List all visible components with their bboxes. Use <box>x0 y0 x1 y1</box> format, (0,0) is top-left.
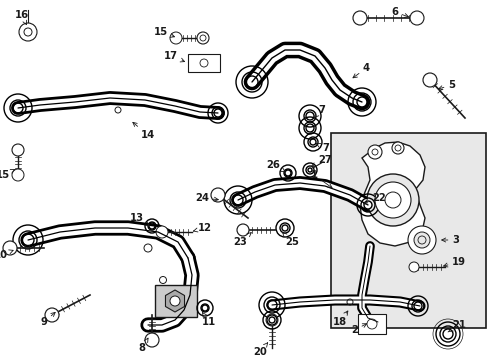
FancyBboxPatch shape <box>357 314 385 334</box>
Text: 7: 7 <box>316 143 328 153</box>
Text: 22: 22 <box>363 193 385 204</box>
Circle shape <box>352 11 366 25</box>
Polygon shape <box>359 142 424 246</box>
Circle shape <box>374 182 410 218</box>
Circle shape <box>19 23 37 41</box>
Circle shape <box>3 241 17 255</box>
Text: 23: 23 <box>233 233 251 247</box>
Circle shape <box>391 142 403 154</box>
Text: 7: 7 <box>314 105 324 118</box>
FancyBboxPatch shape <box>330 133 485 328</box>
FancyBboxPatch shape <box>155 285 197 317</box>
FancyBboxPatch shape <box>187 54 220 72</box>
Circle shape <box>265 314 278 326</box>
Circle shape <box>413 232 429 248</box>
Text: 12: 12 <box>193 223 212 233</box>
Circle shape <box>407 226 435 254</box>
Text: 6: 6 <box>390 7 407 17</box>
Text: 18: 18 <box>332 311 347 327</box>
Circle shape <box>45 308 59 322</box>
Circle shape <box>170 32 182 44</box>
Circle shape <box>12 169 24 181</box>
Text: 3: 3 <box>441 235 458 245</box>
Text: 13: 13 <box>130 213 149 225</box>
Circle shape <box>237 224 248 236</box>
Circle shape <box>12 144 24 156</box>
Text: 25: 25 <box>282 233 298 247</box>
Text: 15: 15 <box>154 27 174 37</box>
Text: 2: 2 <box>350 324 366 335</box>
Text: 26: 26 <box>265 160 285 172</box>
Circle shape <box>367 145 381 159</box>
Circle shape <box>197 32 208 44</box>
Text: 14: 14 <box>133 122 155 140</box>
Circle shape <box>210 188 224 202</box>
Text: 4: 4 <box>352 63 369 78</box>
Text: 9: 9 <box>41 312 55 327</box>
Text: 5: 5 <box>438 80 454 90</box>
Text: 21: 21 <box>447 320 465 332</box>
Text: 11: 11 <box>202 313 216 327</box>
Circle shape <box>422 73 436 87</box>
Text: 27: 27 <box>311 155 331 167</box>
Text: 15: 15 <box>0 170 15 180</box>
Circle shape <box>170 296 180 306</box>
Text: 20: 20 <box>253 343 267 357</box>
Text: 8: 8 <box>138 338 148 353</box>
Text: 16: 16 <box>15 10 29 24</box>
Circle shape <box>366 174 418 226</box>
Text: 19: 19 <box>443 257 465 267</box>
Text: 1: 1 <box>310 170 331 188</box>
Text: 24: 24 <box>195 193 218 203</box>
Circle shape <box>408 262 418 272</box>
Text: 17: 17 <box>163 51 184 62</box>
Circle shape <box>156 226 168 238</box>
Text: 10: 10 <box>0 250 13 260</box>
Circle shape <box>409 11 423 25</box>
Circle shape <box>145 333 159 347</box>
